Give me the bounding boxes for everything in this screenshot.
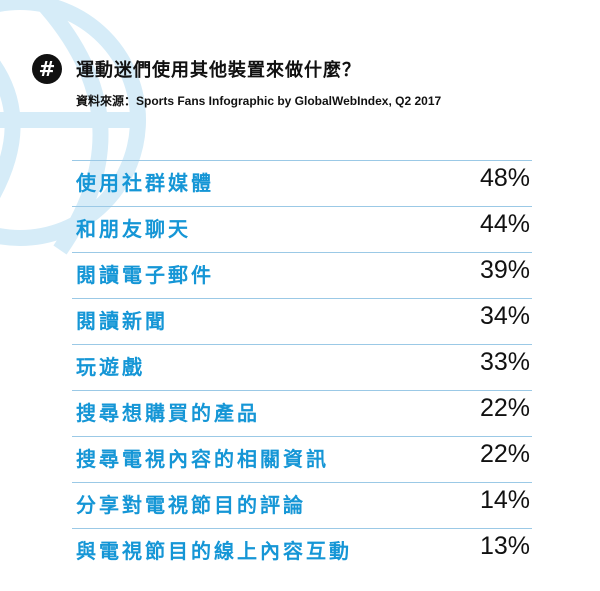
table-row: 分享對電視節目的評論 14% bbox=[72, 482, 532, 528]
table-row: 閱讀新聞 34% bbox=[72, 298, 532, 344]
row-value: 22% bbox=[479, 394, 530, 422]
row-value: 22% bbox=[479, 440, 530, 468]
table-row: 搜尋電視內容的相關資訊 22% bbox=[72, 436, 532, 482]
row-label: 分享對電視節目的評論 bbox=[76, 493, 306, 517]
row-label: 玩遊戲 bbox=[76, 355, 145, 379]
row-value: 39% bbox=[479, 256, 530, 284]
table-row: 使用社群媒體 48% bbox=[72, 160, 532, 206]
table-row: 玩遊戲 33% bbox=[72, 344, 532, 390]
row-value: 34% bbox=[479, 302, 530, 330]
table-row: 和朋友聊天 44% bbox=[72, 206, 532, 252]
row-label: 搜尋想購買的產品 bbox=[76, 401, 260, 425]
data-source: 資料來源：Sports Fans Infographic by GlobalWe… bbox=[76, 94, 442, 108]
row-label: 與電視節目的線上內容互動 bbox=[76, 539, 352, 563]
row-value: 14% bbox=[479, 486, 530, 514]
row-value: 33% bbox=[479, 348, 530, 376]
data-table: 使用社群媒體 48% 和朋友聊天 44% 閱讀電子郵件 39% 閱讀新聞 34% 玩遊戲 33% 搜… bbox=[72, 160, 532, 574]
row-value: 44% bbox=[479, 210, 530, 238]
hashtag-icon: # bbox=[32, 54, 62, 84]
table-row: 閱讀電子郵件 39% bbox=[72, 252, 532, 298]
row-value: 13% bbox=[479, 532, 530, 560]
row-label: 搜尋電視內容的相關資訊 bbox=[76, 447, 329, 471]
row-label: 閱讀新聞 bbox=[76, 309, 168, 333]
row-label: 閱讀電子郵件 bbox=[76, 263, 214, 287]
row-label: 和朋友聊天 bbox=[76, 217, 191, 241]
row-value: 48% bbox=[479, 164, 530, 192]
table-row: 與電視節目的線上內容互動 13% bbox=[72, 528, 532, 574]
table-row: 搜尋想購買的產品 22% bbox=[72, 390, 532, 436]
chart-title: 運動迷們使用其他裝置來做什麼？ bbox=[76, 60, 361, 81]
row-label: 使用社群媒體 bbox=[76, 171, 214, 195]
